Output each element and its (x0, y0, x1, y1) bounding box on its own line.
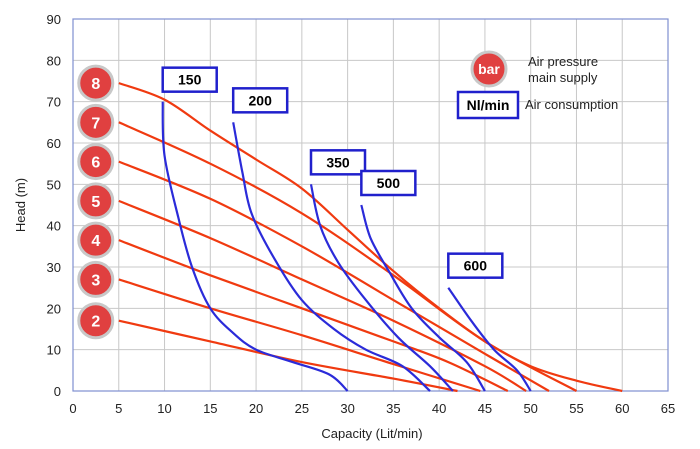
flow-labels: 150 200 350 500 600 (161, 66, 504, 279)
legend: bar Air pressure main supply Nl/min Air … (456, 50, 618, 120)
y-tick-label: 30 (47, 260, 61, 275)
pressure-badge-label: 3 (91, 272, 100, 289)
y-tick-label: 40 (47, 219, 61, 234)
flow-curve-150 (161, 101, 349, 392)
flow-box-label: 600 (464, 258, 488, 274)
pressure-badge-4 (77, 221, 115, 259)
pressure-curve-2 (118, 319, 458, 393)
x-tick-label: 35 (386, 401, 400, 416)
y-axis-title: Head (m) (13, 178, 28, 232)
legend-flow-text: Air consumption (525, 97, 618, 112)
x-tick-label: 65 (661, 401, 675, 416)
pressure-badge-8 (77, 64, 115, 102)
flow-curve-350 (309, 184, 454, 392)
x-tick-label: 10 (157, 401, 171, 416)
pressure-badge-label: 6 (91, 155, 100, 172)
pressure-badge-label: 8 (91, 76, 100, 93)
flow-box-600 (447, 252, 504, 279)
y-tick-label: 60 (47, 136, 61, 151)
y-tick-label: 10 (47, 343, 61, 358)
pressure-curve-5 (118, 199, 527, 392)
x-tick-label: 50 (523, 401, 537, 416)
x-tick-label: 5 (115, 401, 122, 416)
flow-box-200 (231, 87, 289, 114)
y-axis-ticks: 0 10 20 30 40 50 60 70 80 90 (47, 12, 61, 399)
flow-box-500 (360, 169, 417, 197)
pressure-badge-3 (77, 260, 115, 298)
legend-pressure-text-1: Air pressure (528, 54, 598, 69)
pressure-badge-5 (77, 182, 115, 220)
flow-curve-600 (447, 287, 532, 392)
x-tick-label: 15 (203, 401, 217, 416)
x-tick-label: 30 (340, 401, 354, 416)
flow-box-label: 500 (377, 175, 401, 191)
x-axis-ticks: 0 5 10 15 20 25 30 35 40 45 50 55 60 65 (69, 401, 675, 416)
flow-curves (161, 101, 532, 392)
pressure-badge-6 (77, 143, 115, 181)
flow-box-label: 350 (326, 154, 350, 170)
flow-curve-200 (232, 122, 431, 392)
flow-box-label: 150 (178, 72, 202, 88)
pressure-badge-2 (77, 302, 115, 340)
pressure-badge-label: 4 (91, 233, 100, 250)
pressure-curve-4 (118, 239, 509, 392)
pressure-badges: 2 3 4 5 6 7 8 (77, 64, 115, 340)
x-tick-label: 60 (615, 401, 629, 416)
legend-flow-box (456, 90, 520, 120)
pressure-badge-label: 5 (91, 194, 100, 211)
flow-curve-500 (360, 204, 486, 392)
x-tick-label: 25 (295, 401, 309, 416)
pressure-badge-label: 2 (91, 314, 100, 331)
y-tick-label: 70 (47, 95, 61, 110)
pressure-badge-7 (77, 103, 115, 141)
pressure-curve-8 (118, 82, 623, 393)
x-tick-label: 20 (249, 401, 263, 416)
plot-frame (72, 18, 669, 392)
pressure-badge-label: 7 (91, 115, 100, 132)
flow-box-label: 200 (249, 92, 273, 108)
x-tick-label: 0 (69, 401, 76, 416)
x-tick-label: 55 (569, 401, 583, 416)
legend-flow-box-text: Nl/min (467, 97, 510, 113)
legend-pressure-badge (470, 50, 508, 88)
y-tick-label: 90 (47, 12, 61, 27)
x-tick-label: 45 (478, 401, 492, 416)
legend-pressure-text-2: main supply (528, 70, 598, 85)
y-tick-label: 20 (47, 301, 61, 316)
x-axis-title: Capacity (Lit/min) (321, 426, 422, 441)
flow-box-350 (309, 149, 367, 176)
x-tick-label: 40 (432, 401, 446, 416)
y-tick-label: 0 (54, 384, 61, 399)
legend-pressure-badge-text: bar (478, 61, 500, 77)
pressure-curves (118, 82, 623, 393)
pressure-curve-3 (118, 278, 481, 393)
y-tick-label: 50 (47, 177, 61, 192)
y-tick-label: 80 (47, 53, 61, 68)
flow-box-150 (161, 66, 218, 93)
